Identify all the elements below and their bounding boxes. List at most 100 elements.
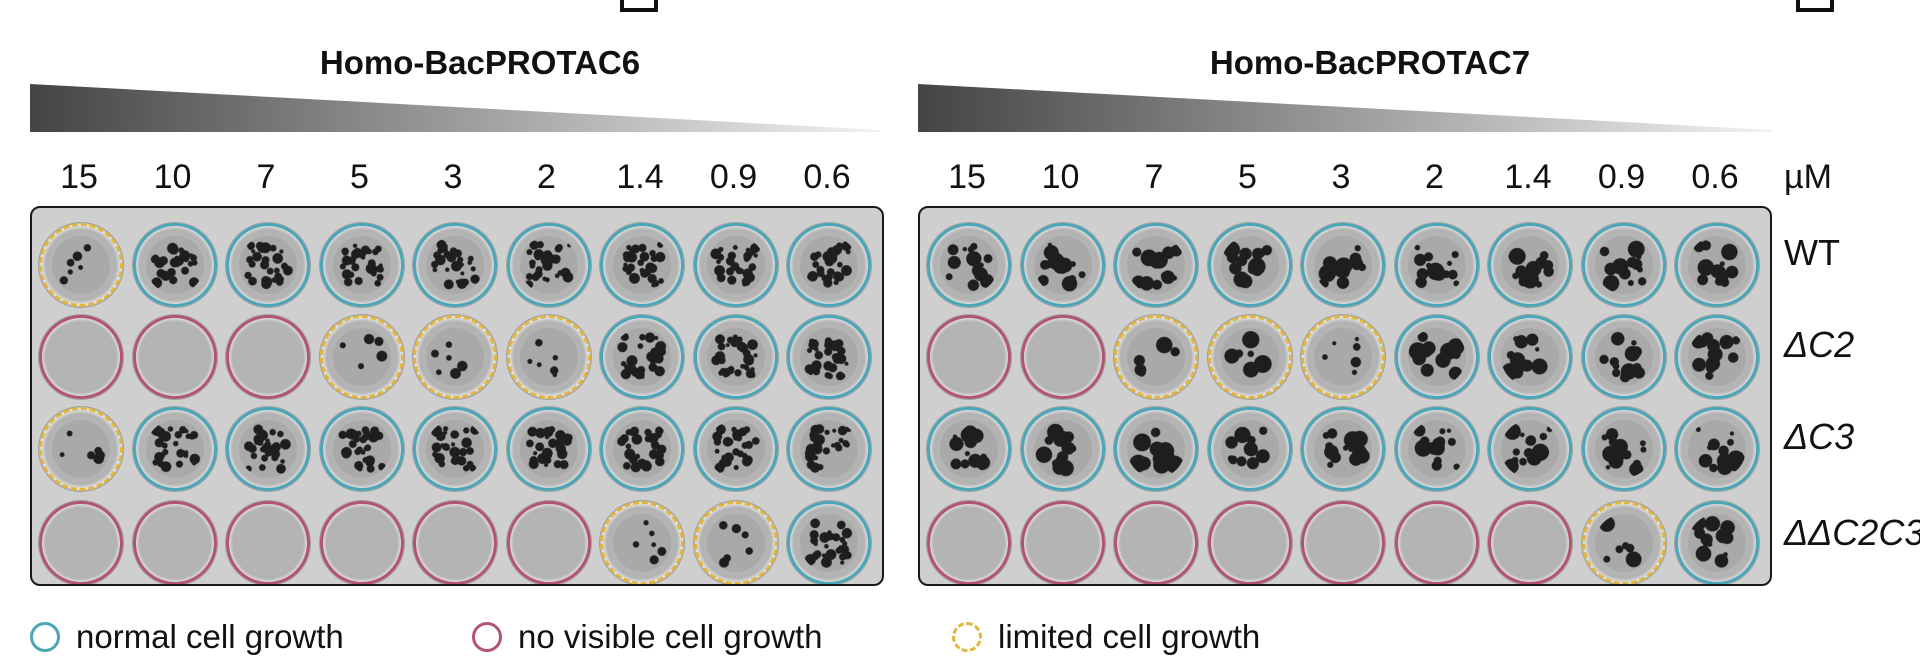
normal-growth-ring (1488, 223, 1572, 307)
concentration-label: 7 (256, 158, 276, 196)
none-growth-ring (39, 501, 123, 584)
well (1393, 500, 1480, 584)
well (318, 222, 405, 308)
panel-label-mark-left (620, 0, 658, 12)
well (926, 314, 1012, 400)
well (1300, 406, 1386, 492)
legend-normal-circle-icon (30, 622, 60, 652)
none-growth-ring (927, 315, 1011, 399)
normal-growth-ring (413, 407, 497, 491)
none-growth-ring (413, 501, 497, 584)
concentration-label: 3 (1331, 158, 1351, 196)
normal-growth-ring (787, 407, 871, 491)
limited-growth-ring (1581, 501, 1666, 584)
well (1674, 406, 1760, 492)
none-growth-ring (1020, 501, 1105, 584)
well (38, 500, 124, 584)
legend-limited: limited cell growth (952, 618, 1260, 656)
well (786, 222, 872, 308)
legend-limited-label: limited cell growth (998, 618, 1261, 655)
well (1206, 500, 1293, 584)
none-growth-ring (132, 315, 217, 399)
normal-growth-ring (1394, 223, 1479, 307)
limited-growth-ring (600, 501, 684, 584)
none-growth-ring (1020, 315, 1105, 399)
limited-growth-ring (506, 315, 591, 399)
none-growth-ring (226, 315, 310, 399)
well (926, 222, 1012, 308)
well (131, 406, 218, 492)
unit-label: µM (1784, 158, 1832, 196)
well (1580, 314, 1667, 400)
well (786, 406, 872, 492)
normal-growth-ring (693, 223, 778, 307)
normal-growth-ring (1020, 223, 1105, 307)
well (1113, 314, 1199, 400)
well (412, 500, 498, 584)
none-growth-ring (927, 501, 1011, 584)
normal-growth-ring (1488, 407, 1572, 491)
well (692, 314, 779, 400)
well (412, 314, 498, 400)
concentration-label: 15 (948, 158, 986, 196)
well (926, 500, 1012, 584)
well (1393, 314, 1480, 400)
none-growth-ring (1114, 501, 1198, 584)
well (786, 500, 872, 584)
well (599, 314, 685, 400)
well (599, 406, 685, 492)
limited-growth-ring (319, 315, 404, 399)
well (1580, 222, 1667, 308)
normal-growth-ring (1675, 407, 1759, 491)
well (318, 406, 405, 492)
well (38, 314, 124, 400)
well (38, 406, 124, 492)
well (1206, 222, 1293, 308)
concentration-label: 15 (60, 158, 98, 196)
well-plate-2 (918, 206, 1772, 586)
concentration-label: 1.4 (616, 158, 664, 196)
none-growth-ring (1394, 501, 1479, 584)
limited-growth-ring (39, 407, 123, 491)
well (1487, 314, 1573, 400)
well (225, 314, 311, 400)
well (692, 222, 779, 308)
normal-growth-ring (506, 223, 591, 307)
row-label-dc3: ΔC3 (1784, 416, 1855, 457)
well (1019, 500, 1106, 584)
well (692, 500, 779, 584)
well (412, 406, 498, 492)
well (505, 406, 592, 492)
normal-growth-ring (787, 223, 871, 307)
concentration-label: 10 (153, 158, 192, 196)
well (1113, 406, 1199, 492)
well (1019, 314, 1106, 400)
well (505, 222, 592, 308)
panel-title-2: Homo-BacPROTAC7 (1209, 44, 1531, 81)
none-growth-ring (319, 501, 404, 584)
well (786, 314, 872, 400)
concentration-gradient-1 (30, 84, 880, 132)
concentration-label: 0.6 (1691, 158, 1739, 196)
legend-none: no visible cell growth (472, 618, 822, 656)
none-growth-ring (226, 501, 310, 584)
normal-growth-ring (1114, 407, 1198, 491)
row-label-wt: WT (1784, 232, 1840, 273)
concentration-label: 2 (537, 158, 556, 196)
concentration-label: 5 (350, 158, 369, 196)
normal-growth-ring (1020, 407, 1105, 491)
well (1487, 500, 1573, 584)
well (692, 406, 779, 492)
none-growth-ring (1301, 501, 1385, 584)
well (1113, 222, 1199, 308)
well (38, 222, 124, 308)
normal-growth-ring (1114, 223, 1198, 307)
panel-title-1: Homo-BacPROTAC6 (319, 44, 641, 81)
normal-growth-ring (1675, 315, 1759, 399)
normal-growth-ring (787, 315, 871, 399)
normal-growth-ring (927, 223, 1011, 307)
well (1580, 500, 1667, 584)
limited-growth-ring (1301, 315, 1385, 399)
normal-growth-ring (1581, 315, 1666, 399)
limited-growth-ring (413, 315, 497, 399)
